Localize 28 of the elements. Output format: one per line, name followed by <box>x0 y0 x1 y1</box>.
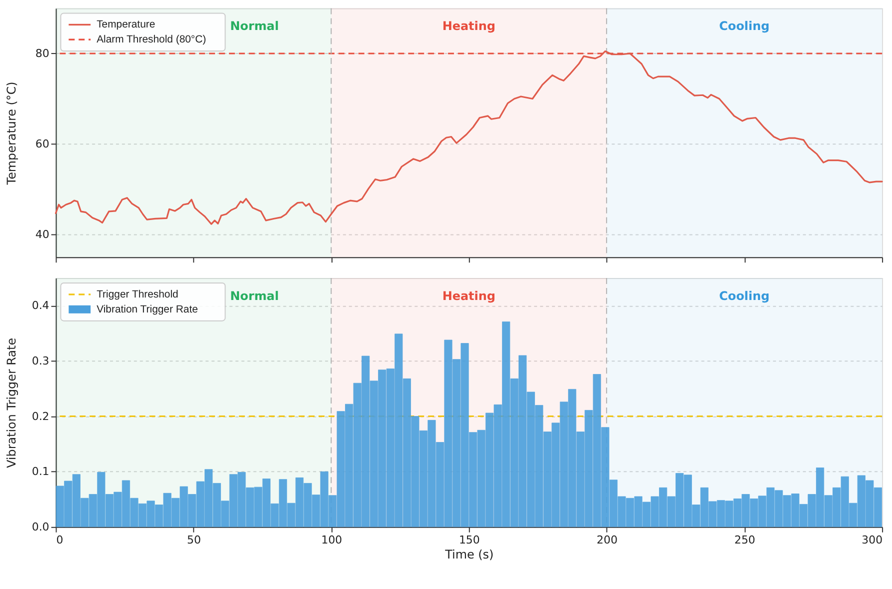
band-label: Heating <box>442 288 496 303</box>
band-label: Cooling <box>719 19 770 34</box>
x-axis-title: Time (s) <box>444 547 494 562</box>
x-tick-label: 250 <box>734 533 756 546</box>
legend-label: Trigger Threshold <box>96 289 179 300</box>
x-tick-label: 50 <box>187 533 201 546</box>
x-tick-label: 100 <box>321 533 342 546</box>
x-tick-label: 150 <box>458 533 480 546</box>
y-tick-label: 60 <box>35 137 50 150</box>
y-tick-label: 0.4 <box>32 299 50 312</box>
band-label: Normal <box>230 19 279 34</box>
band-label: Heating <box>442 19 496 34</box>
y-tick-label: 0.3 <box>32 354 50 368</box>
legend-label: Alarm Threshold (80°C) <box>96 34 206 46</box>
y-axis-title: Temperature (°C) <box>4 82 18 186</box>
band-label: Cooling <box>719 288 770 303</box>
y-tick-label: 40 <box>35 228 50 241</box>
y-tick-label: 80 <box>35 46 50 60</box>
x-tick-label: 300 <box>862 533 883 546</box>
y-tick-label: 0.1 <box>32 465 50 478</box>
y-axis-title: Vibration Trigger Rate <box>4 338 18 468</box>
legend-label: Vibration Trigger Rate <box>96 304 198 316</box>
y-tick-label: 0.0 <box>32 520 50 534</box>
x-tick-label: 0 <box>56 533 64 546</box>
x-tick-label: 200 <box>596 533 618 546</box>
legend-label: Temperature <box>96 20 156 31</box>
y-tick-label: 0.2 <box>32 410 50 423</box>
band-label: Normal <box>230 288 279 303</box>
